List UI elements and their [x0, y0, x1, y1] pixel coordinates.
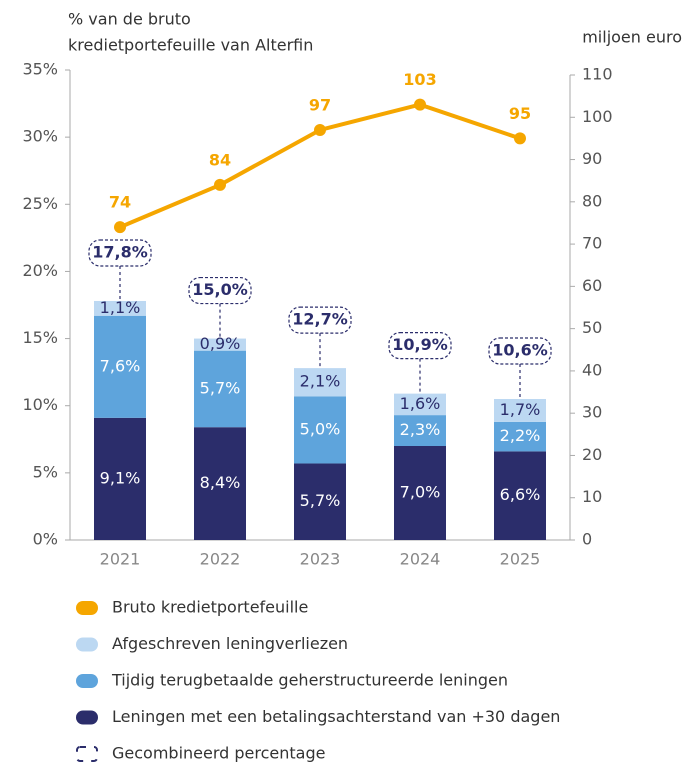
data-label: 9,1% — [100, 468, 141, 487]
legend-label: Leningen met een betalingsachterstand va… — [112, 707, 560, 726]
data-label: 1,1% — [100, 298, 141, 317]
data-label: 5,0% — [300, 419, 341, 438]
legend-label: Tijdig terugbetaalde geherstructureerde … — [111, 671, 508, 690]
combined-box — [488, 337, 552, 365]
bar-segment — [494, 451, 546, 540]
y2-tick-label: 70 — [582, 234, 602, 253]
data-label: 5,7% — [300, 491, 341, 510]
data-label: 7,0% — [400, 483, 441, 502]
legend-marker — [76, 674, 98, 688]
bar-segment — [394, 446, 446, 540]
y-tick-label: 10% — [22, 395, 58, 414]
y2-tick-label: 10 — [582, 487, 602, 506]
combined-label: 15,0% — [192, 280, 248, 299]
combined-label: 10,9% — [392, 335, 448, 354]
x-tick-label: 2023 — [300, 550, 341, 569]
data-label: 6,6% — [500, 485, 541, 504]
bar-segment — [194, 350, 246, 428]
data-label: 8,4% — [200, 473, 241, 492]
x-tick-label: 2024 — [400, 550, 441, 569]
data-label: 2,1% — [300, 372, 341, 391]
line — [119, 102, 521, 230]
data-label: 2,3% — [400, 420, 441, 439]
data-label: 1,7% — [500, 400, 541, 419]
y-tick-label: 25% — [22, 194, 58, 213]
y-tick-label: 30% — [22, 127, 58, 146]
y2-tick-label: 100 — [582, 107, 613, 126]
y2-tick-label: 50 — [582, 318, 602, 337]
legend-label: Afgeschreven leningverliezen — [112, 634, 348, 653]
bar-segment — [294, 396, 346, 464]
legend-marker — [76, 746, 98, 762]
legend-marker — [76, 637, 98, 652]
legend-label: Bruto kredietportefeuille — [112, 598, 308, 617]
data-label: 0,9% — [200, 334, 241, 353]
combined-box — [188, 276, 252, 305]
y-axis-title: % van de bruto — [68, 10, 191, 29]
bar-segment — [494, 421, 546, 452]
bar-segment — [394, 393, 446, 416]
bar-segment — [94, 300, 146, 316]
y-tick-label: 0% — [33, 530, 58, 549]
combined-label: 12,7% — [292, 310, 348, 329]
combined-box — [288, 306, 352, 334]
combined-label: 17,8% — [92, 242, 148, 261]
y2-tick-label: 0 — [582, 530, 592, 549]
data-label: 74 — [109, 193, 131, 212]
line-point — [514, 132, 526, 145]
bar-segment — [494, 399, 546, 422]
y-tick-label: 35% — [22, 60, 58, 79]
y2-tick-label: 30 — [582, 403, 602, 422]
bar-segment — [194, 338, 246, 351]
data-label: 7,6% — [100, 356, 141, 375]
legend-marker — [76, 710, 98, 725]
y2-tick-label: 40 — [582, 360, 602, 379]
y2-tick-label: 60 — [582, 276, 602, 295]
legend-marker — [76, 601, 98, 615]
combined-box — [388, 332, 452, 360]
y-tick-label: 5% — [33, 462, 58, 481]
data-label: 97 — [309, 95, 331, 114]
data-label: 1,6% — [400, 394, 441, 413]
bar-segment — [94, 417, 146, 540]
data-label: 2,2% — [500, 426, 541, 445]
combined-label: 10,6% — [492, 341, 548, 360]
bar-segment — [294, 463, 346, 540]
bar-segment — [194, 427, 246, 540]
y2-axis-title: miljoen euro — [582, 28, 682, 47]
x-tick-label: 2025 — [500, 550, 541, 569]
bar-segment — [294, 368, 346, 397]
line-point — [314, 123, 326, 136]
y-tick-label: 20% — [22, 261, 58, 280]
bar-segment — [94, 315, 146, 418]
data-label: 103 — [403, 70, 436, 89]
y2-tick-label: 80 — [582, 191, 602, 210]
line-point — [114, 221, 126, 234]
legend-label: Gecombineerd percentage — [112, 744, 325, 763]
data-label: 5,7% — [200, 378, 241, 397]
data-label: 84 — [209, 150, 231, 169]
x-tick-label: 2021 — [100, 550, 141, 569]
combined-box — [88, 239, 152, 267]
y2-tick-label: 20 — [582, 445, 602, 464]
line-point — [214, 178, 226, 191]
y-tick-label: 15% — [22, 328, 58, 347]
bar-segment — [394, 415, 446, 446]
data-label: 95 — [509, 104, 531, 123]
y-axis-title: kredietportefeuille van Alterfin — [68, 36, 313, 55]
line-point — [414, 98, 426, 111]
x-tick-label: 2022 — [200, 550, 241, 569]
y2-tick-label: 110 — [582, 65, 613, 84]
y2-tick-label: 90 — [582, 149, 602, 168]
